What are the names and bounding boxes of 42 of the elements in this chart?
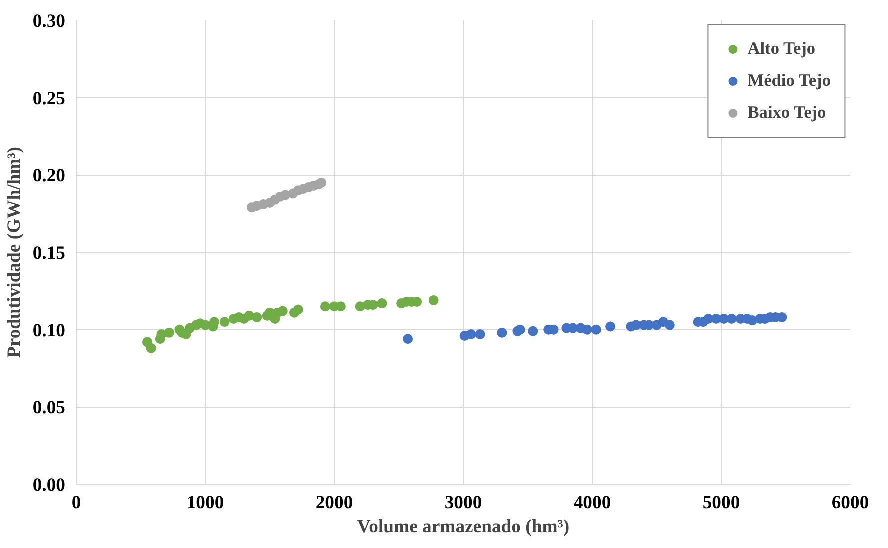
point [210, 317, 220, 328]
point [606, 322, 616, 332]
x-tick-label: 0 [72, 492, 82, 514]
point [293, 304, 304, 315]
y-tick-label: 0.05 [32, 398, 66, 419]
point [777, 312, 788, 322]
y-tick-label: 0.25 [32, 88, 66, 110]
legend-label: Baixo Tejo [748, 103, 826, 123]
y-tick-label: 0.10 [32, 320, 66, 342]
y-tick-label: 0.00 [32, 475, 66, 496]
y-tick-label: 0.30 [32, 11, 66, 32]
point [528, 326, 538, 336]
point [164, 328, 174, 338]
point [377, 298, 388, 309]
x-tick-label: 5000 [702, 492, 740, 514]
point [403, 334, 414, 344]
point [497, 328, 508, 338]
y-tick-label: 0.20 [32, 166, 66, 187]
legend-label: Médio Tejo [748, 71, 831, 91]
point [515, 324, 526, 335]
x-axis-title: Volume armazenado (hm³) [357, 516, 570, 538]
point [428, 295, 439, 306]
point [475, 329, 486, 340]
point [220, 317, 230, 328]
point [146, 343, 156, 354]
point [582, 324, 592, 335]
point [320, 302, 330, 312]
x-tick-label: 1000 [186, 492, 224, 514]
point [316, 178, 327, 188]
x-tick-label: 4000 [574, 492, 612, 514]
x-tick-label: 2000 [316, 492, 354, 514]
point [278, 306, 288, 316]
point [466, 329, 476, 340]
y-tick-label: 0.15 [32, 243, 66, 264]
legend-label: Alto Tejo [748, 39, 816, 59]
point [726, 314, 737, 324]
y-axis-title: Produtividade (GWh/hm³) [4, 146, 25, 358]
point [591, 324, 602, 335]
x-tick-label: 6000 [832, 492, 870, 514]
point [664, 320, 675, 330]
point [252, 312, 262, 322]
x-tick-label: 3000 [444, 492, 482, 514]
